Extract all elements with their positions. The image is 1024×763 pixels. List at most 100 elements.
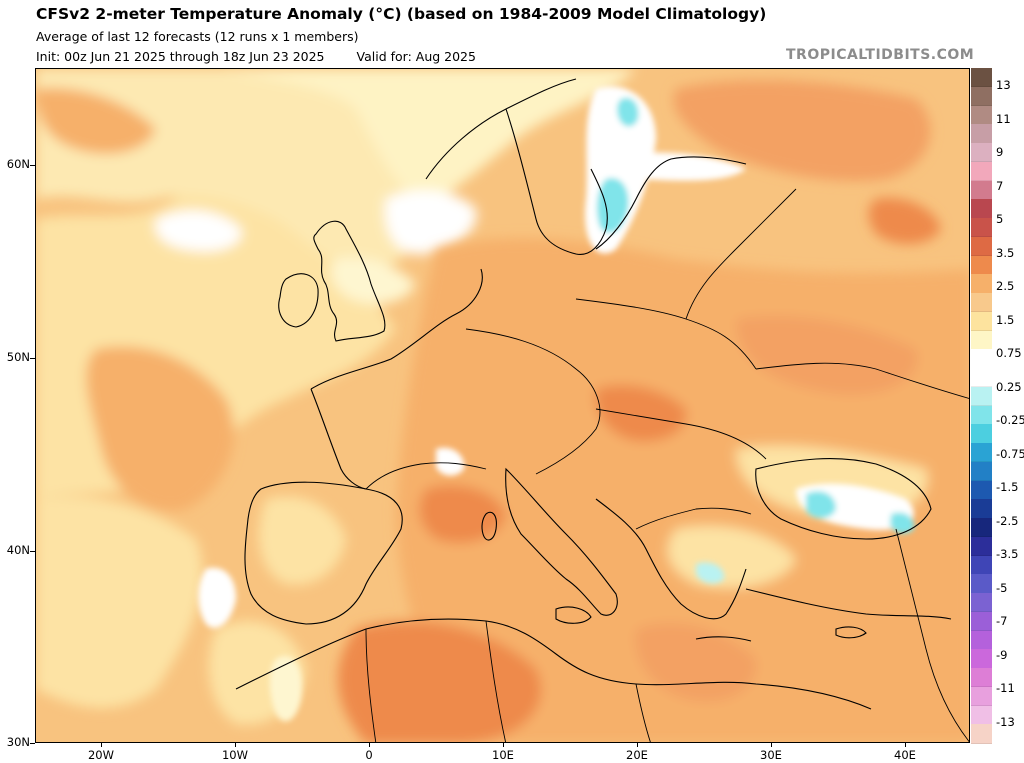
colorbar-label: -7 [996, 614, 1008, 628]
ireland-coast [278, 273, 319, 328]
colorbar-label: -5 [996, 580, 1008, 595]
anomaly-map-svg [36, 69, 969, 742]
init-text: Init: 00z Jun 21 2025 through 18z Jun 23… [36, 49, 325, 64]
colorbar-segment [971, 349, 992, 369]
colorbar-label: -11 [996, 681, 1015, 695]
longitude-label-40e: 40E [894, 748, 916, 762]
latitude-tick-60n [30, 165, 35, 166]
colorbar-segment [971, 630, 992, 650]
longitude-tick-40e [905, 743, 906, 747]
longitude-label-10e: 10E [492, 748, 514, 762]
colorbar-label: -9 [996, 647, 1008, 662]
colorbar-segment [971, 368, 992, 388]
latitude-tick-50n [30, 358, 35, 359]
border-ukraine-russia [755, 362, 969, 399]
colorbar-label: 3.5 [996, 245, 1015, 260]
great-britain-coast [313, 220, 386, 342]
latitude-label-40n: 40N [6, 543, 30, 557]
longitude-label-0: 0 [365, 748, 373, 762]
colorbar-segment [971, 218, 992, 238]
chart-title: CFSv2 2-meter Temperature Anomaly (°C) (… [36, 5, 767, 23]
colorbar-label: -0.75 [996, 446, 1024, 461]
colorbar-segment [971, 461, 992, 481]
colorbar-label: 2.5 [996, 279, 1015, 293]
colorbar-label: -2.5 [996, 513, 1019, 528]
balkan-coast [595, 498, 747, 620]
crete-coast [695, 636, 752, 642]
colorbar-segment [971, 330, 992, 350]
colorbar-segment [971, 649, 992, 669]
turkey-coast [745, 588, 952, 620]
latitude-tick-30n [30, 743, 35, 744]
colorbar-segment [971, 180, 992, 200]
border-balkans [635, 507, 752, 530]
longitude-tick-30e [771, 743, 772, 747]
brand-watermark: TROPICALTIDBITS.COM [786, 47, 975, 63]
longitude-tick-10e [503, 743, 504, 747]
colorbar-segment [971, 143, 992, 163]
latitude-tick-40n [30, 551, 35, 552]
colorbar-segment [971, 199, 992, 219]
atlantic-anomaly-patches [36, 69, 636, 708]
colorbar-label: 9 [996, 145, 1004, 159]
cool-anomaly-spots [198, 86, 915, 722]
colorbar-segment [971, 124, 992, 144]
colorbar-label: 0.25 [996, 379, 1022, 394]
colorbar-segment [971, 668, 992, 688]
national-borders [365, 188, 969, 742]
colorbar-label: -1.5 [996, 480, 1019, 494]
colorbar-segment [971, 555, 992, 575]
baltic-coast [595, 156, 747, 250]
latitude-label-50n: 50N [6, 350, 30, 364]
colorbar-segment [971, 574, 992, 594]
colorbar-label: 0.75 [996, 346, 1022, 360]
longitude-label-30e: 30E [760, 748, 782, 762]
scandinavia-coast [425, 78, 608, 255]
colorbar-segment [971, 161, 992, 181]
colorbar-label: 11 [996, 111, 1011, 126]
longitude-tick-10w [235, 743, 236, 747]
colorbar-label: -13 [996, 714, 1015, 729]
colorbar-label: 1.5 [996, 312, 1015, 327]
chart-subtitle: Average of last 12 forecasts (12 runs x … [36, 29, 359, 44]
italy-coast [505, 467, 618, 616]
colorbar-label: 7 [996, 178, 1004, 193]
longitude-tick-20w [101, 743, 102, 747]
colorbar-segment [971, 255, 992, 275]
latitude-label-60n: 60N [6, 157, 30, 171]
colorbar-segment [971, 686, 992, 706]
colorbar-label: -3.5 [996, 547, 1019, 561]
colorbar-segment [971, 293, 992, 313]
colorbar-segment [971, 236, 992, 256]
border-france-germany [465, 328, 601, 475]
init-valid-line: Init: 00z Jun 21 2025 through 18z Jun 23… [36, 49, 476, 64]
colorbar-segment [971, 311, 992, 331]
colorbar-segment [971, 424, 992, 444]
colorbar-label: 5 [996, 212, 1004, 226]
colorbar-segment [971, 105, 992, 125]
valid-text: Valid for: Aug 2025 [356, 49, 476, 64]
border-baltics [685, 188, 797, 320]
colorbar-segment [971, 86, 992, 106]
colorbar-segment [971, 405, 992, 425]
colorbar [971, 68, 992, 744]
longitude-tick-0 [369, 743, 370, 747]
cyprus-coast [835, 626, 867, 639]
colorbar-segment [971, 536, 992, 556]
colorbar-segment [971, 274, 992, 294]
border-caucasus-middle-east [895, 528, 969, 742]
latitude-label-30n: 30N [6, 735, 30, 749]
longitude-label-20w: 20W [87, 748, 115, 762]
longitude-label-10w: 10W [221, 748, 249, 762]
anomaly-map [35, 68, 970, 743]
border-pyrenees-alps [365, 462, 487, 490]
colorbar-label: -0.25 [996, 413, 1024, 427]
longitude-label-20e: 20E [626, 748, 648, 762]
corsica-sardinia-coast [481, 511, 497, 541]
colorbar-segment [971, 68, 992, 88]
colorbar-segment [971, 499, 992, 519]
colorbar-segment [971, 593, 992, 613]
border-danube [595, 408, 767, 460]
border-north-africa [365, 620, 651, 742]
colorbar-segment [971, 611, 992, 631]
